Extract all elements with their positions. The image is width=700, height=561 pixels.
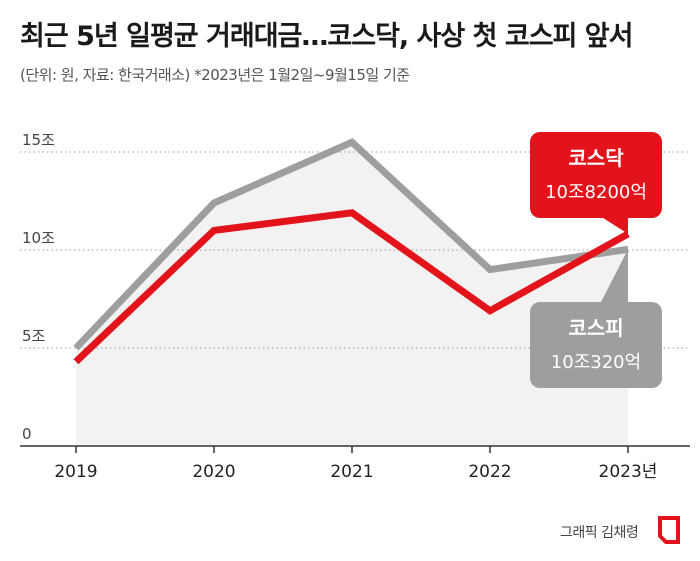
series-line-kospi — [73, 138, 629, 351]
graphic-credit: 그래픽 김채령 — [560, 525, 639, 541]
y-tick-label: 10조 — [22, 229, 55, 247]
callout-kospi: 코스피 10조320억 — [530, 249, 662, 388]
callout-value: 10조8200억 — [545, 182, 647, 203]
chart-title: 최근 5년 일평균 거래대금…코스닥, 사상 첫 코스피 앞서 — [20, 21, 633, 52]
x-tick-label: 2021 — [330, 462, 373, 482]
x-tick-label: 2019 — [54, 462, 97, 482]
callout-kosdaq: 코스닥 10조8200억 — [530, 132, 662, 234]
x-tick-label: 2023년 — [599, 462, 658, 482]
y-tick-label: 5조 — [22, 327, 46, 345]
callout-label: 코스닥 — [568, 146, 624, 170]
chart-subtitle: (단위: 원, 자료: 한국거래소) *2023년은 1월2일~9월15일 기준 — [20, 66, 410, 84]
x-tick-label: 2020 — [192, 462, 235, 482]
x-tick-label: 2022 — [468, 462, 511, 482]
callout-label: 코스피 — [568, 316, 623, 340]
callout-value: 10조320억 — [551, 352, 641, 373]
y-tick-label: 0 — [22, 425, 32, 443]
y-tick-label: 15조 — [22, 131, 55, 149]
series-line-kosdaq — [73, 209, 630, 365]
area-under-kospi — [76, 142, 628, 446]
publisher-logo-icon — [658, 516, 680, 544]
